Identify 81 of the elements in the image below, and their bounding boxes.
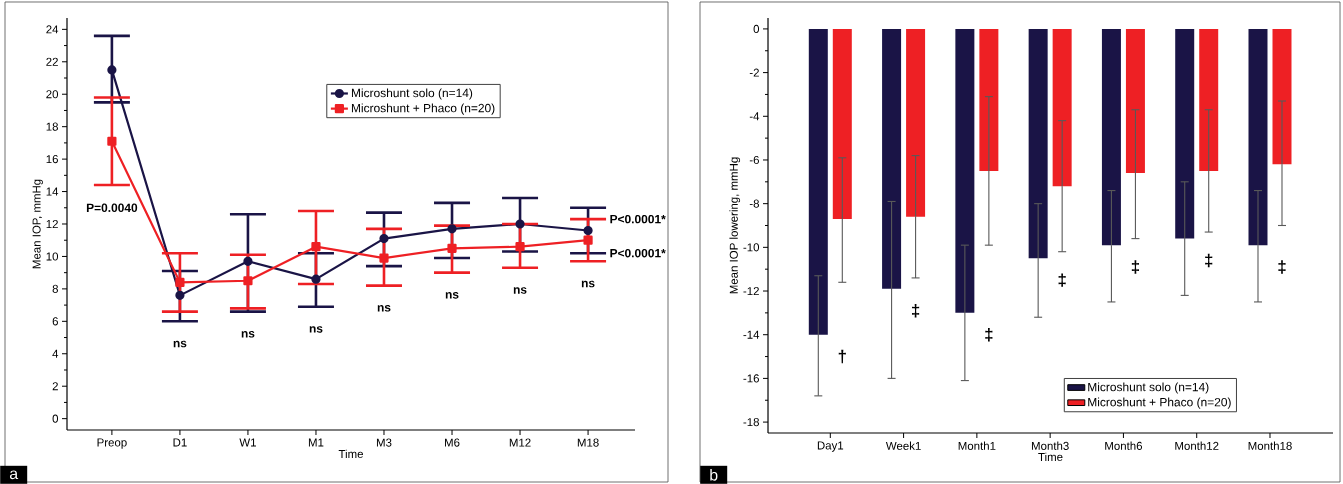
y-tick-label: -2 xyxy=(749,68,759,77)
point xyxy=(515,219,525,229)
x-tick-label: M3 xyxy=(376,438,392,447)
y-tick-label: -12 xyxy=(743,287,759,296)
x-tick-label: M1 xyxy=(308,438,324,447)
point xyxy=(175,277,185,287)
y-tick-label: -16 xyxy=(743,374,759,383)
y-tick-label: 0 xyxy=(753,24,760,33)
x-tick-label: M18 xyxy=(577,438,599,447)
x-tick-label: D1 xyxy=(173,438,187,447)
point xyxy=(447,224,457,234)
point xyxy=(107,65,117,75)
x-axis-title: Time xyxy=(338,449,364,459)
x-tick-label: Month1 xyxy=(958,441,996,450)
y-tick-label: 8 xyxy=(52,284,58,293)
y-axis-title: Mean IOP lowering, mmHg xyxy=(729,157,741,294)
y-tick-label: 14 xyxy=(46,187,59,196)
point xyxy=(107,136,117,146)
point xyxy=(175,290,185,300)
y-tick-label: -6 xyxy=(749,155,759,165)
legend-label: Microshunt solo (n=14) xyxy=(351,88,473,100)
y-tick-label: -10 xyxy=(743,243,760,252)
y-tick-label: 4 xyxy=(52,349,59,358)
x-tick-label: Month6 xyxy=(1105,441,1143,450)
x-tick-label: Day1 xyxy=(817,441,844,452)
point xyxy=(379,253,389,263)
y-tick-label: -18 xyxy=(743,418,759,427)
x-tick-label: Preop xyxy=(97,438,127,449)
annotation: ‡ xyxy=(985,328,993,342)
annotation: ‡ xyxy=(1278,260,1286,274)
x-axis-title: Time xyxy=(1038,452,1063,462)
y-tick-label: 10 xyxy=(46,252,59,261)
y-tick-label: 6 xyxy=(52,317,58,326)
point xyxy=(243,256,253,266)
point xyxy=(515,242,525,252)
point xyxy=(447,243,457,253)
x-tick-label: M12 xyxy=(509,438,531,447)
y-tick-label: 2 xyxy=(52,382,58,391)
annotation: ‡ xyxy=(1131,260,1139,274)
legend-label: Microshunt + Phaco (n=20) xyxy=(1088,397,1231,409)
y-axis-title: Mean IOP, mmHg xyxy=(32,179,43,269)
annotation: ‡ xyxy=(1205,253,1213,268)
y-tick-label: -4 xyxy=(749,112,760,121)
x-tick-label: W1 xyxy=(239,438,256,447)
x-tick-label: Month18 xyxy=(1248,441,1292,450)
legend-label: Microshunt + Phaco (n=20) xyxy=(351,103,495,115)
text: b xyxy=(710,468,718,481)
annotation: ns xyxy=(513,287,527,294)
y-tick-label: -8 xyxy=(749,199,759,208)
y-tick-label: 16 xyxy=(46,155,58,164)
annotation: P=0.0040 xyxy=(86,203,138,212)
annotation: P<0.0001* xyxy=(610,214,666,224)
x-tick-label: Week1 xyxy=(885,441,921,450)
x-tick-label: Month3 xyxy=(1031,441,1069,450)
annotation: ns xyxy=(445,292,459,299)
annotation: ns xyxy=(581,280,595,288)
x-tick-label: Month12 xyxy=(1175,441,1219,450)
point xyxy=(379,234,389,244)
y-tick-label: 0 xyxy=(52,414,59,423)
legend-label: Microshunt solo (n=14) xyxy=(1088,382,1209,394)
annotation: P<0.0001* xyxy=(610,248,666,258)
annotation: ns xyxy=(241,331,255,338)
text: a xyxy=(9,470,19,480)
annotation: ns xyxy=(377,305,391,312)
x-tick-label: M6 xyxy=(445,438,460,447)
y-tick-label: 12 xyxy=(46,220,58,228)
y-tick-label: 22 xyxy=(46,57,58,66)
y-tick-label: 20 xyxy=(46,90,59,99)
point xyxy=(243,276,253,286)
point xyxy=(311,274,321,284)
point xyxy=(583,235,593,245)
annotation: ‡ xyxy=(1058,273,1066,287)
point xyxy=(583,225,593,236)
y-tick-label: -14 xyxy=(743,330,760,339)
annotation: ns xyxy=(173,340,187,348)
annotation: † xyxy=(838,349,846,364)
y-tick-label: 18 xyxy=(46,122,58,131)
y-tick-label: 24 xyxy=(46,25,59,34)
annotation: ‡ xyxy=(912,303,920,318)
annotation: ns xyxy=(309,326,323,333)
point xyxy=(311,242,321,252)
